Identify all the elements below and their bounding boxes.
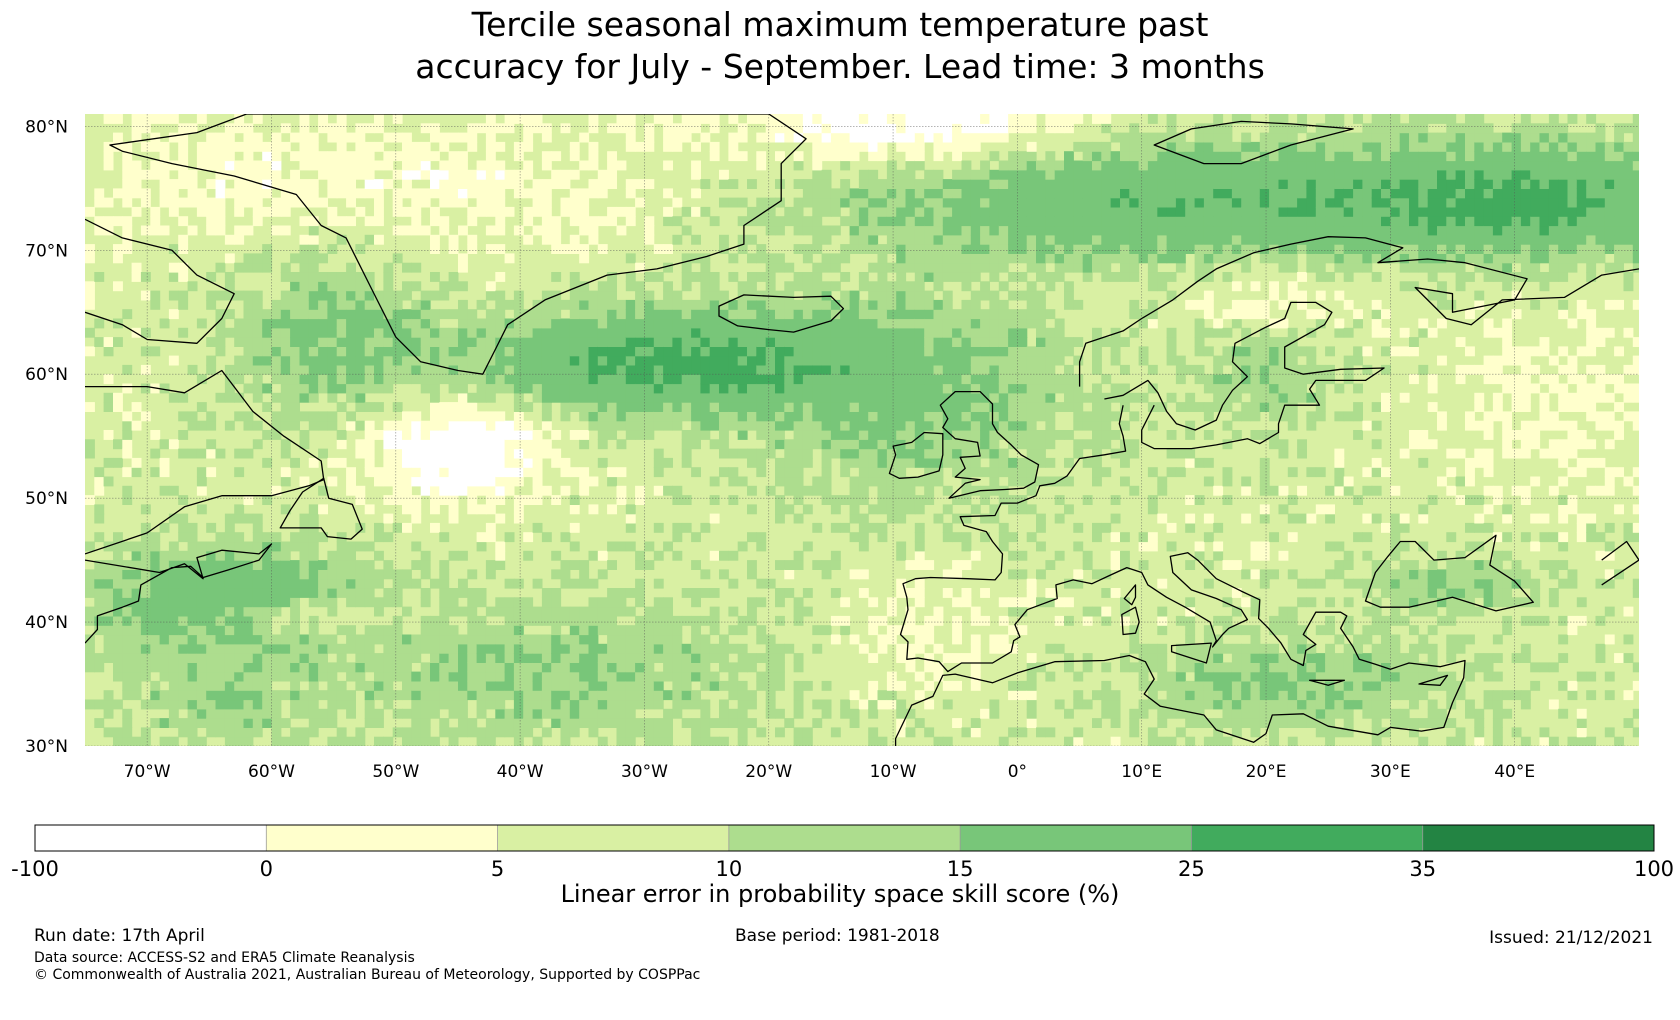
ireland-coastline <box>888 431 944 479</box>
colorbar-tick-label: 5 <box>491 857 504 881</box>
map-area <box>85 114 1639 746</box>
colorbar-tick-label: 25 <box>1178 857 1205 881</box>
colorbar-tick-label: 100 <box>1634 857 1674 881</box>
latitude-label: 30°N <box>25 737 68 757</box>
colorbar-tick-label: 10 <box>715 857 742 881</box>
title-line-1: Tercile seasonal maximum temperature pas… <box>471 5 1209 44</box>
latitude-label: 60°N <box>25 365 68 385</box>
svalbard-coastline <box>1153 120 1354 165</box>
data-source: Data source: ACCESS-S2 and ERA5 Climate … <box>34 950 415 966</box>
colorbar-tick-label: 15 <box>947 857 974 881</box>
colorbar-segment <box>1422 825 1654 851</box>
longitude-label: 10°E <box>1121 762 1162 782</box>
skill-score-cells <box>85 114 1639 746</box>
corsica-coastline <box>1123 584 1137 606</box>
latitude-label: 70°N <box>25 241 68 261</box>
latitude-label: 50°N <box>25 489 68 509</box>
run-date: Run date: 17th April <box>34 926 205 946</box>
newfoundland-coastline <box>279 477 363 540</box>
colorbar-segment <box>1191 825 1423 851</box>
crete-coastline <box>1308 679 1346 686</box>
cyprus-coastline <box>1418 674 1449 686</box>
iceland-coastline <box>718 294 845 333</box>
longitude-label: 20°W <box>745 762 792 782</box>
longitude-label: 50°W <box>372 762 419 782</box>
longitude-label: 30°W <box>621 762 668 782</box>
colorbar-segment <box>497 825 729 851</box>
baffin-island-coastline <box>85 218 235 344</box>
colorbar: -100 0 5 10 15 25 35 100 <box>11 824 1674 881</box>
caspian-coastline <box>1601 540 1639 586</box>
sardinia-coastline <box>1121 606 1140 636</box>
sicily-coastline <box>1170 642 1212 664</box>
longitude-labels: 70°W 60°W 50°W 40°W 30°W 20°W 10°W 0° 10°E 20°E 30… <box>124 762 1535 782</box>
longitude-label: 10°W <box>870 762 917 782</box>
colorbar-label: Linear error in probability space skill … <box>560 880 1120 908</box>
longitude-label: 40°W <box>497 762 544 782</box>
latitude-labels: 80°N 70°N 60°N 50°N 40°N 30°N <box>25 117 68 757</box>
colorbar-tick-label: 35 <box>1409 857 1436 881</box>
greenland-coastline <box>109 114 807 375</box>
title-line-2: accuracy for July - September. Lead time… <box>415 47 1265 86</box>
map-title: Tercile seasonal maximum temperature pas… <box>0 4 1680 88</box>
base-period: Base period: 1981-2018 <box>735 926 940 946</box>
longitude-label: 60°W <box>248 762 295 782</box>
gridlines <box>85 114 1639 746</box>
latitude-label: 80°N <box>25 117 68 137</box>
longitude-label: 20°E <box>1246 762 1287 782</box>
black-sea-coastline <box>1364 534 1534 612</box>
longitude-label: 70°W <box>124 762 171 782</box>
colorbar-segment <box>266 825 498 851</box>
longitude-label: 30°E <box>1370 762 1411 782</box>
coastlines <box>85 114 1639 746</box>
latitude-label: 40°N <box>25 613 68 633</box>
colorbar-segment <box>728 825 961 851</box>
europe-west-coastline <box>894 405 1466 746</box>
colorbar-tick-label: 0 <box>260 857 273 881</box>
us-east-coastline <box>85 543 273 644</box>
copyright: © Commonwealth of Australia 2021, Austra… <box>34 967 701 983</box>
uk-coastline <box>939 390 1040 499</box>
labrador-coastline <box>85 369 325 555</box>
baltic-coastline <box>1104 301 1385 450</box>
scandinavia-coastline <box>1078 236 1639 387</box>
colorbar-segment <box>960 825 1192 851</box>
longitude-label: 0° <box>1008 762 1027 782</box>
issued-date: Issued: 21/12/2021 <box>1489 928 1653 948</box>
colorbar-segment <box>35 825 267 851</box>
colorbar-tick-label: -100 <box>11 857 59 881</box>
longitude-label: 40°E <box>1494 762 1535 782</box>
